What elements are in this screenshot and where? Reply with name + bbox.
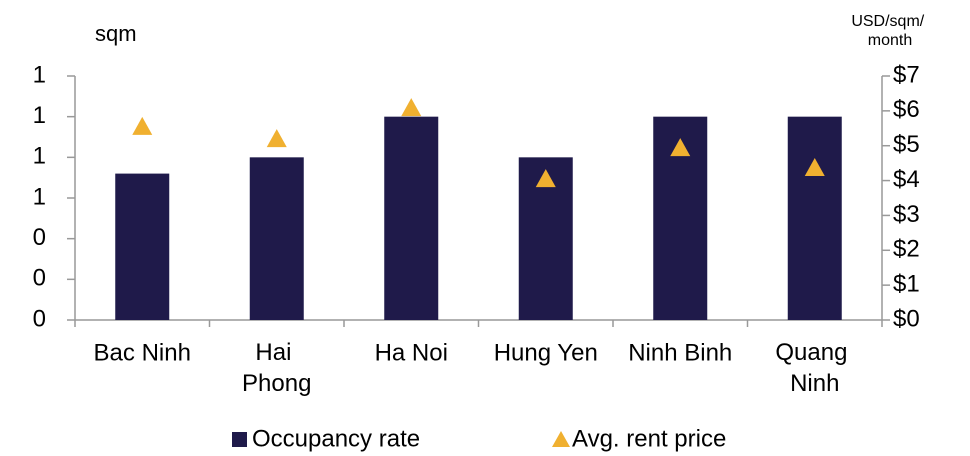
x-tick-label: Bac Ninh (94, 339, 191, 366)
y-tick-label: 1 (33, 102, 46, 129)
y2-tick-label: $7 (893, 61, 920, 88)
y2-tick-label: $4 (893, 166, 920, 193)
legend-label: Avg. rent price (572, 425, 726, 452)
bar (115, 173, 170, 320)
x-tick-label: Quang Ninh (775, 339, 854, 397)
y2-axis-title: USD/sqm/ month (851, 13, 928, 49)
legend-swatch (232, 432, 247, 447)
bar (249, 157, 304, 320)
y-tick-label: 0 (33, 224, 46, 251)
marker (535, 169, 556, 188)
x-tick-label: Hai Phong (242, 339, 311, 397)
legend-label: Occupancy rate (252, 425, 420, 452)
bar (787, 116, 842, 321)
x-tick-label: Ninh Binh (628, 339, 732, 366)
marker (804, 158, 825, 177)
y2-tick-label: $0 (893, 305, 920, 332)
x-tick-label: Ha Noi (375, 339, 448, 366)
marker (132, 116, 153, 135)
y-tick-label: 1 (33, 183, 46, 210)
x-tick-label: Hung Yen (494, 339, 598, 366)
y-axis-title: sqm (95, 21, 137, 46)
y2-tick-label: $2 (893, 236, 920, 263)
legend-swatch (552, 431, 570, 447)
marker (401, 98, 422, 117)
y-tick-label: 0 (33, 265, 46, 292)
y2-tick-label: $6 (893, 96, 920, 123)
bar (384, 116, 439, 321)
y-tick-label: 0 (33, 305, 46, 332)
y-tick-label: 1 (33, 61, 46, 88)
y2-tick-label: $5 (893, 131, 920, 158)
y2-tick-label: $3 (893, 201, 920, 228)
y-tick-label: 1 (33, 143, 46, 170)
y2-tick-label: $1 (893, 270, 920, 297)
marker (670, 138, 691, 157)
marker (266, 129, 287, 148)
